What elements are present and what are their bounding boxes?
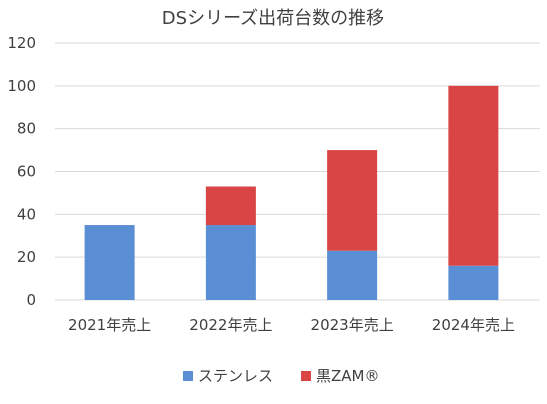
y-axis-ticks: 0 20 40 60 80 100 120 <box>7 34 36 309</box>
legend-label: 黒ZAM® <box>316 367 379 385</box>
legend-swatch <box>301 371 311 381</box>
x-category-label: 2021年売上 <box>68 316 151 334</box>
x-category-label: 2022年売上 <box>189 316 272 334</box>
y-tick-label: 40 <box>17 205 36 223</box>
y-tick-label: 120 <box>7 34 36 52</box>
grid-layer <box>55 42 540 301</box>
y-tick-label: 80 <box>17 120 36 138</box>
x-category-label: 2024年売上 <box>432 316 515 334</box>
chart-title: DSシリーズ出荷台数の推移 <box>162 8 384 29</box>
y-tick-label: 60 <box>17 163 36 181</box>
y-tick-label: 0 <box>26 291 36 309</box>
bar-black-zam-2 <box>327 150 378 251</box>
bar-black-zam-1 <box>205 186 256 226</box>
legend-label: ステンレス <box>198 367 273 385</box>
bar-black-zam-3 <box>448 85 499 266</box>
y-tick-label: 20 <box>17 248 36 266</box>
bar-stainless-1 <box>205 225 256 300</box>
bar-layer <box>84 85 499 300</box>
x-axis-categories: 2021年売上 2022年売上 2023年売上 2024年売上 <box>68 316 515 334</box>
y-tick-label: 100 <box>7 77 36 95</box>
legend-swatch <box>183 371 193 381</box>
bar-stainless-3 <box>448 265 499 300</box>
x-category-label: 2023年売上 <box>311 316 394 334</box>
bar-stainless-0 <box>84 225 135 300</box>
legend: ステンレス 黒ZAM® <box>183 367 379 385</box>
bar-stainless-2 <box>327 250 378 300</box>
